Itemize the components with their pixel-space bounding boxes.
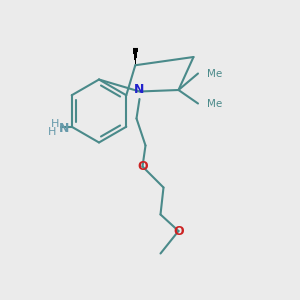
- Text: O: O: [173, 224, 184, 238]
- Text: Me: Me: [207, 99, 222, 109]
- Text: H: H: [51, 119, 59, 129]
- Text: Me: Me: [207, 68, 222, 79]
- Text: N: N: [58, 122, 69, 135]
- Text: H: H: [48, 127, 56, 137]
- Text: O: O: [137, 160, 148, 173]
- Text: N: N: [134, 82, 145, 96]
